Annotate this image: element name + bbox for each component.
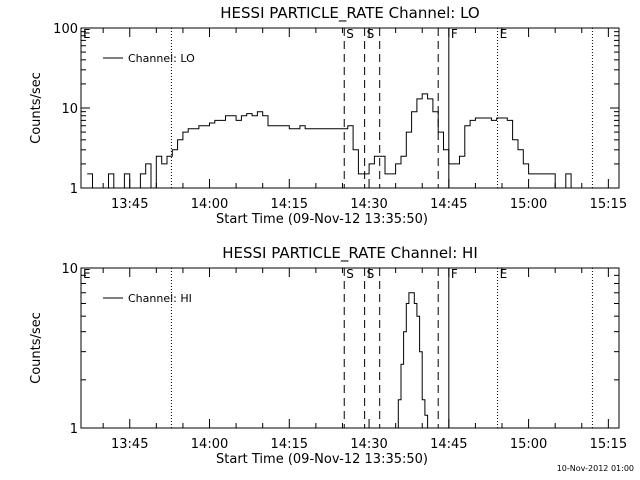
marker-label: S <box>346 267 354 281</box>
marker-label: S <box>346 27 354 41</box>
marker-label: E <box>83 27 91 41</box>
marker-label: F <box>451 27 458 41</box>
plot-frame <box>80 267 620 429</box>
x-tick-label: 15:00 <box>510 437 547 452</box>
series-line <box>87 93 593 189</box>
x-tick-label: 14:15 <box>271 437 308 452</box>
y-axis-label: Counts/sec <box>29 72 44 144</box>
marker-label: E <box>83 267 91 281</box>
x-tick-label: 14:15 <box>271 197 308 212</box>
y-tick-label: 1 <box>70 422 78 437</box>
x-tick-label: 15:00 <box>510 197 547 212</box>
series-line <box>395 292 433 429</box>
legend-label: Channel: HI <box>128 292 192 305</box>
y-tick-label: 100 <box>53 22 78 37</box>
x-tick-label: 13:45 <box>111 197 148 212</box>
y-tick-label: 10 <box>61 102 78 117</box>
y-axis-label: Counts/sec <box>29 312 44 384</box>
y-tick-label: 10 <box>61 262 78 277</box>
chart-title: HESSI PARTICLE_RATE Channel: HI <box>222 244 478 263</box>
marker-label: E <box>500 27 508 41</box>
marker-label: S <box>367 267 375 281</box>
x-tick-label: 14:45 <box>430 437 467 452</box>
x-axis-label: Start Time (09-Nov-12 13:35:50) <box>216 452 428 467</box>
x-tick-label: 14:00 <box>191 197 228 212</box>
y-tick-label: 1 <box>70 182 78 197</box>
x-axis-label: Start Time (09-Nov-12 13:35:50) <box>216 212 428 227</box>
x-tick-label: 14:30 <box>350 197 387 212</box>
x-tick-label: 14:00 <box>191 437 228 452</box>
chart-title: HESSI PARTICLE_RATE Channel: LO <box>220 4 479 23</box>
x-tick-label: 14:45 <box>430 197 467 212</box>
marker-label: E <box>500 267 508 281</box>
chart-panel-1: HESSI PARTICLE_RATE Channel: LO 1 10 100 13:… <box>29 4 627 227</box>
x-tick-label: 13:45 <box>111 437 148 452</box>
marker-label: S <box>367 27 375 41</box>
legend-label: Channel: LO <box>128 52 195 65</box>
x-tick-label: 15:15 <box>590 437 627 452</box>
footer-timestamp: 10-Nov-2012 01:00 <box>556 464 634 473</box>
x-tick-label: 15:15 <box>590 197 627 212</box>
chart-panel-2: HESSI PARTICLE_RATE Channel: HI 1 10 13:45 1… <box>29 244 627 467</box>
marker-label: F <box>451 267 458 281</box>
x-tick-label: 14:30 <box>350 437 387 452</box>
